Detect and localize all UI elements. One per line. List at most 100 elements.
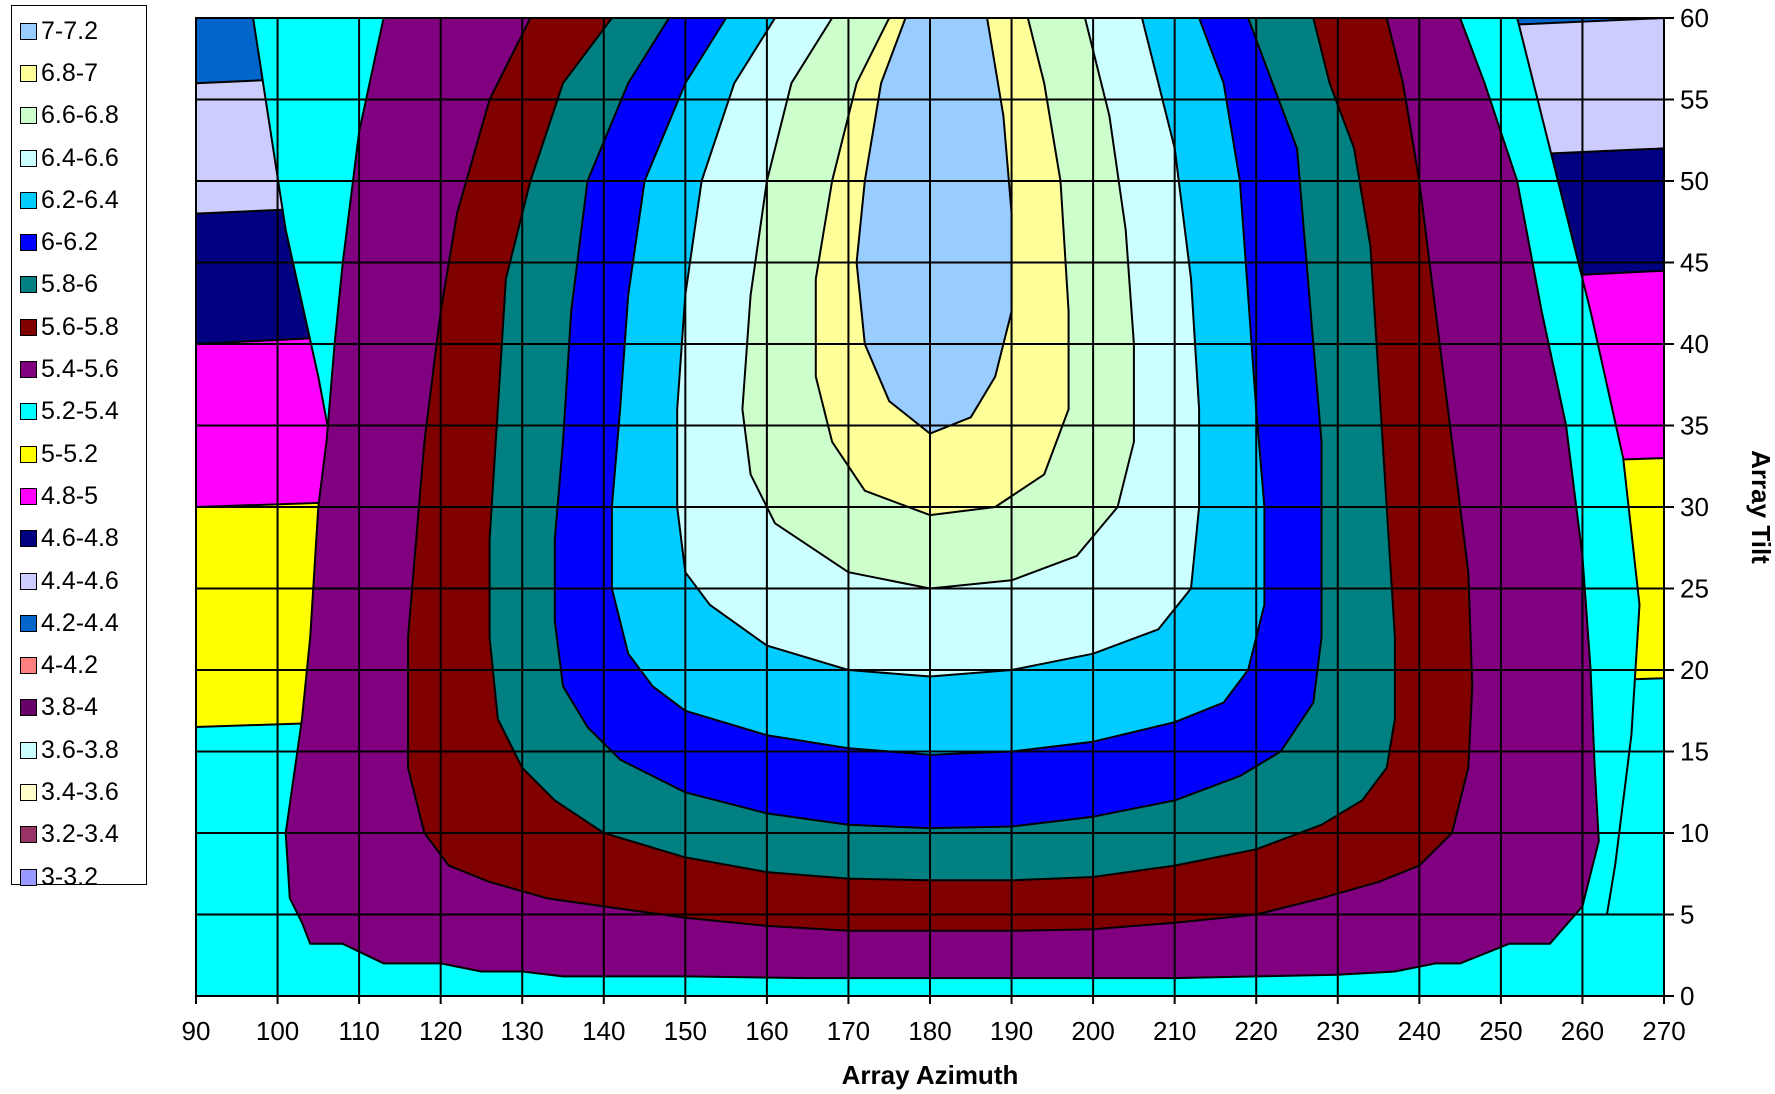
legend-swatch (20, 318, 37, 336)
x-tick-label: 120 (419, 1016, 462, 1046)
legend-swatch (20, 403, 37, 421)
legend-item: 6.4-6.6 (12, 137, 146, 179)
x-tick-label: 190 (990, 1016, 1033, 1046)
legend-label: 3.4-3.6 (41, 777, 119, 806)
x-tick-label: 150 (664, 1016, 707, 1046)
legend-swatch (20, 614, 37, 632)
legend-item: 4.2-4.4 (12, 602, 146, 644)
legend-label: 5-5.2 (41, 439, 98, 468)
legend-swatch (20, 487, 37, 505)
legend-item: 3.6-3.8 (12, 729, 146, 771)
legend-label: 6.8-7 (41, 58, 98, 87)
x-tick-label: 140 (582, 1016, 625, 1046)
x-tick-label: 220 (1235, 1016, 1278, 1046)
legend-label: 3.2-3.4 (41, 820, 119, 849)
x-tick-label: 90 (182, 1016, 211, 1046)
legend-swatch (20, 361, 37, 379)
legend-swatch (20, 276, 37, 294)
legend-swatch (20, 741, 37, 759)
y-tick-label: 25 (1680, 574, 1709, 604)
y-tick-label: 55 (1680, 85, 1709, 115)
legend-item: 3.4-3.6 (12, 771, 146, 813)
legend-swatch (20, 868, 37, 886)
legend-item: 6.8-7 (12, 52, 146, 94)
y-tick-label: 60 (1680, 3, 1709, 33)
legend-item: 4-4.2 (12, 644, 146, 686)
legend-swatch (20, 191, 37, 209)
y-tick-label: 40 (1680, 329, 1709, 359)
x-tick-label: 260 (1561, 1016, 1604, 1046)
legend-item: 4.8-5 (12, 475, 146, 517)
y-axis-label: Array Tilt (1746, 450, 1775, 564)
legend-item: 6.6-6.8 (12, 95, 146, 137)
y-tick-label: 45 (1680, 248, 1709, 278)
legend-item: 5.6-5.8 (12, 306, 146, 348)
gridlines (195, 17, 1665, 997)
legend-label: 6.6-6.8 (41, 101, 119, 130)
x-tick-label: 270 (1642, 1016, 1685, 1046)
legend-item: 6-6.2 (12, 221, 146, 263)
legend-label: 6.4-6.6 (41, 143, 119, 172)
legend-label: 4-4.2 (41, 651, 98, 680)
legend-label: 4.8-5 (41, 481, 98, 510)
legend-swatch (20, 826, 37, 844)
legend-item: 5.2-5.4 (12, 391, 146, 433)
x-tick-label: 180 (908, 1016, 951, 1046)
legend-label: 5.4-5.6 (41, 355, 119, 384)
legend-label: 3-3.2 (41, 862, 98, 891)
y-tick-label: 15 (1680, 737, 1709, 767)
x-tick-label: 250 (1479, 1016, 1522, 1046)
legend-label: 4.4-4.6 (41, 566, 119, 595)
x-axis: 90 100 110 120 130 140 150 160 170 180 190 200 210 22… (182, 996, 1686, 1046)
legend-label: 7-7.2 (41, 16, 98, 45)
y-tick-label: 10 (1680, 818, 1709, 848)
y-tick-label: 50 (1680, 166, 1709, 196)
legend-item: 5.8-6 (12, 264, 146, 306)
legend-label: 4.6-4.8 (41, 524, 119, 553)
legend-item: 5-5.2 (12, 433, 146, 475)
legend-label: 4.2-4.4 (41, 608, 119, 637)
x-tick-label: 210 (1153, 1016, 1196, 1046)
legend-label: 6.2-6.4 (41, 185, 119, 214)
legend-item: 3.8-4 (12, 687, 146, 729)
x-tick-label: 240 (1398, 1016, 1441, 1046)
x-tick-label: 160 (745, 1016, 788, 1046)
legend-swatch (20, 445, 37, 463)
x-tick-label: 200 (1071, 1016, 1114, 1046)
legend-label: 5.6-5.8 (41, 312, 119, 341)
y-tick-label: 35 (1680, 411, 1709, 441)
legend-label: 3.6-3.8 (41, 735, 119, 764)
legend-item: 4.4-4.6 (12, 560, 146, 602)
y-tick-label: 0 (1680, 981, 1694, 1011)
legend-swatch (20, 107, 37, 125)
legend-item: 6.2-6.4 (12, 179, 146, 221)
legend-swatch (20, 699, 37, 717)
legend-label: 6-6.2 (41, 228, 98, 257)
x-axis-label: Array Azimuth (842, 1060, 1019, 1090)
y-tick-label: 30 (1680, 492, 1709, 522)
legend-item: 7-7.2 (12, 10, 146, 52)
y-tick-label: 5 (1680, 900, 1694, 930)
x-tick-label: 110 (338, 1016, 379, 1046)
x-tick-label: 170 (827, 1016, 870, 1046)
legend-swatch (20, 64, 37, 82)
legend-item: 3.2-3.4 (12, 814, 146, 856)
legend: 7-7.2 6.8-7 6.6-6.8 6.4-6.6 6.2-6.4 6-6.2 5.8-… (11, 5, 147, 891)
legend-item: 4.6-4.8 (12, 518, 146, 560)
legend-label: 5.2-5.4 (41, 397, 119, 426)
legend-swatch (20, 572, 37, 590)
legend-label: 5.8-6 (41, 270, 98, 299)
legend-label: 3.8-4 (41, 693, 98, 722)
legend-item: 5.4-5.6 (12, 348, 146, 390)
legend-swatch (20, 530, 37, 548)
y-axis: 0 5 10 15 20 25 30 35 40 45 50 55 60 (1664, 3, 1709, 1011)
x-tick-label: 230 (1316, 1016, 1359, 1046)
legend-item: 3-3.2 (12, 856, 146, 898)
x-tick-label: 130 (501, 1016, 544, 1046)
y-tick-label: 20 (1680, 655, 1709, 685)
legend-swatch (20, 783, 37, 801)
legend-swatch (20, 149, 37, 167)
legend-swatch (20, 22, 37, 40)
legend-swatch (20, 234, 37, 252)
